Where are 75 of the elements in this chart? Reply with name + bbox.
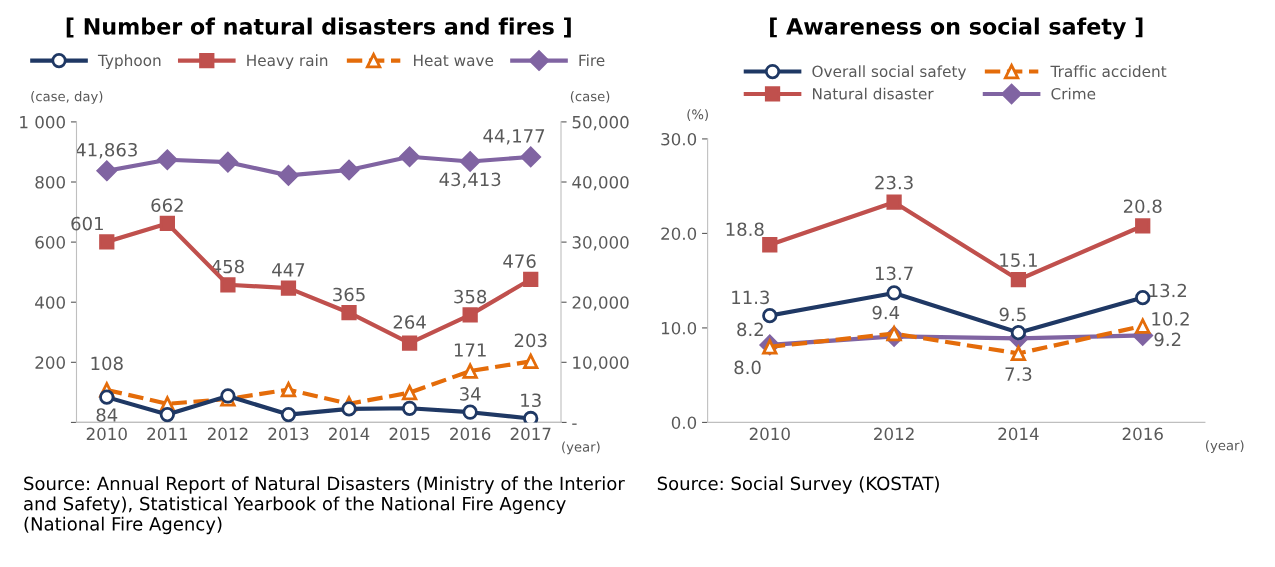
y2-tick-label: 30,000 [572,236,629,251]
data-label: 9.4 [872,305,900,320]
legend-label: Traffic accident [1050,65,1167,78]
x-tick-label: 2010 [749,427,790,441]
source-note: Source: Annual Report of Natural Disasters (Ministry of the Interior and Safety), Statistical Yearbook of the National Fire Agency (National Fire Agency) [24,476,625,535]
data-label: 13.7 [875,266,913,281]
source-note: Source: Social Survey (KOSTAT) [657,476,939,494]
x-tick-label: 2015 [389,427,430,441]
y2-tick-label: - [572,423,577,425]
data-label: 264 [393,315,426,329]
y-tick-label: 30.0 [661,132,697,146]
data-label: 358 [454,289,487,304]
data-label: 9.2 [1154,332,1181,347]
x-axis-title: (year) [1206,440,1244,453]
data-label: 20.8 [1123,199,1162,214]
y-tick-label: 20.0 [661,227,697,240]
x-tick-label: 2013 [268,427,309,441]
y-tick-label: 200 [35,356,65,369]
data-label: 13.2 [1149,283,1187,298]
data-label: 8.0 [734,360,761,375]
data-label: 108 [91,356,123,371]
data-label: 458 [211,259,244,274]
data-label: 41,863 [76,142,137,159]
x-tick-label: 2014 [998,427,1039,441]
y-tick-label: 800 [35,175,65,189]
y2-tick-label: 50,000 [572,115,629,131]
x-tick-label: 2010 [86,427,127,441]
data-label: 601 [71,216,103,231]
legend-label: Fire [579,54,605,67]
legend-label: Crime [1051,87,1096,100]
x-tick-label: 2016 [450,427,491,441]
x-tick-label: 2014 [329,427,370,441]
y-tick-label: 600 [35,236,65,249]
legend-label: Overall social safety [812,65,967,81]
y2-axis-title: (case) [570,91,610,103]
y2-tick-label: 20,000 [572,296,629,311]
y-axis-title: (case, day) [31,91,103,104]
data-label: 44,177 [483,129,545,145]
data-label: 203 [514,333,547,348]
data-label: 43,413 [439,172,501,189]
data-label: 7.3 [1005,367,1032,381]
data-label: 447 [272,263,305,277]
data-label: 13 [521,393,541,408]
legend-label: Typhoon [97,54,161,70]
y2-tick-label: 10,000 [573,356,629,371]
data-label: 10.2 [1152,312,1189,326]
x-tick-label: 2017 [510,427,551,441]
data-label: 18.8 [726,222,764,237]
y2-tick-label: 40,000 [572,175,629,191]
x-tick-label: 2011 [147,427,188,441]
y-tick-label: 1 000 [20,115,65,129]
data-label: 476 [503,254,536,268]
legend-label: Heat wave [414,54,494,67]
data-label: 15.1 [1000,253,1037,267]
y-tick-label: 400 [35,296,65,309]
data-label: 365 [333,287,365,302]
x-tick-label: 2012 [874,427,914,441]
chart-title: [ Number of natural disasters and fires ] [66,17,571,38]
y-tick-label: 10.0 [661,321,697,335]
data-label: 662 [151,198,183,213]
data-label: 9.5 [999,307,1026,322]
legend-label: Heavy rain [247,54,328,70]
y-tick-label: 0.0 [671,416,697,429]
y-axis-title: (%) [687,109,708,121]
data-label: 84 [96,408,118,422]
data-label: 11.3 [732,290,769,305]
data-label: 8.2 [737,322,763,337]
data-label: 23.3 [875,175,913,190]
x-tick-label: 2012 [207,427,248,441]
legend-label: Natural disaster [813,87,934,100]
chart-title: [ Awareness on social safety ] [770,17,1143,40]
x-tick-label: 2016 [1122,427,1163,441]
data-label: 34 [460,387,481,401]
data-label: 171 [454,343,486,357]
x-axis-title: (year) [562,441,600,455]
